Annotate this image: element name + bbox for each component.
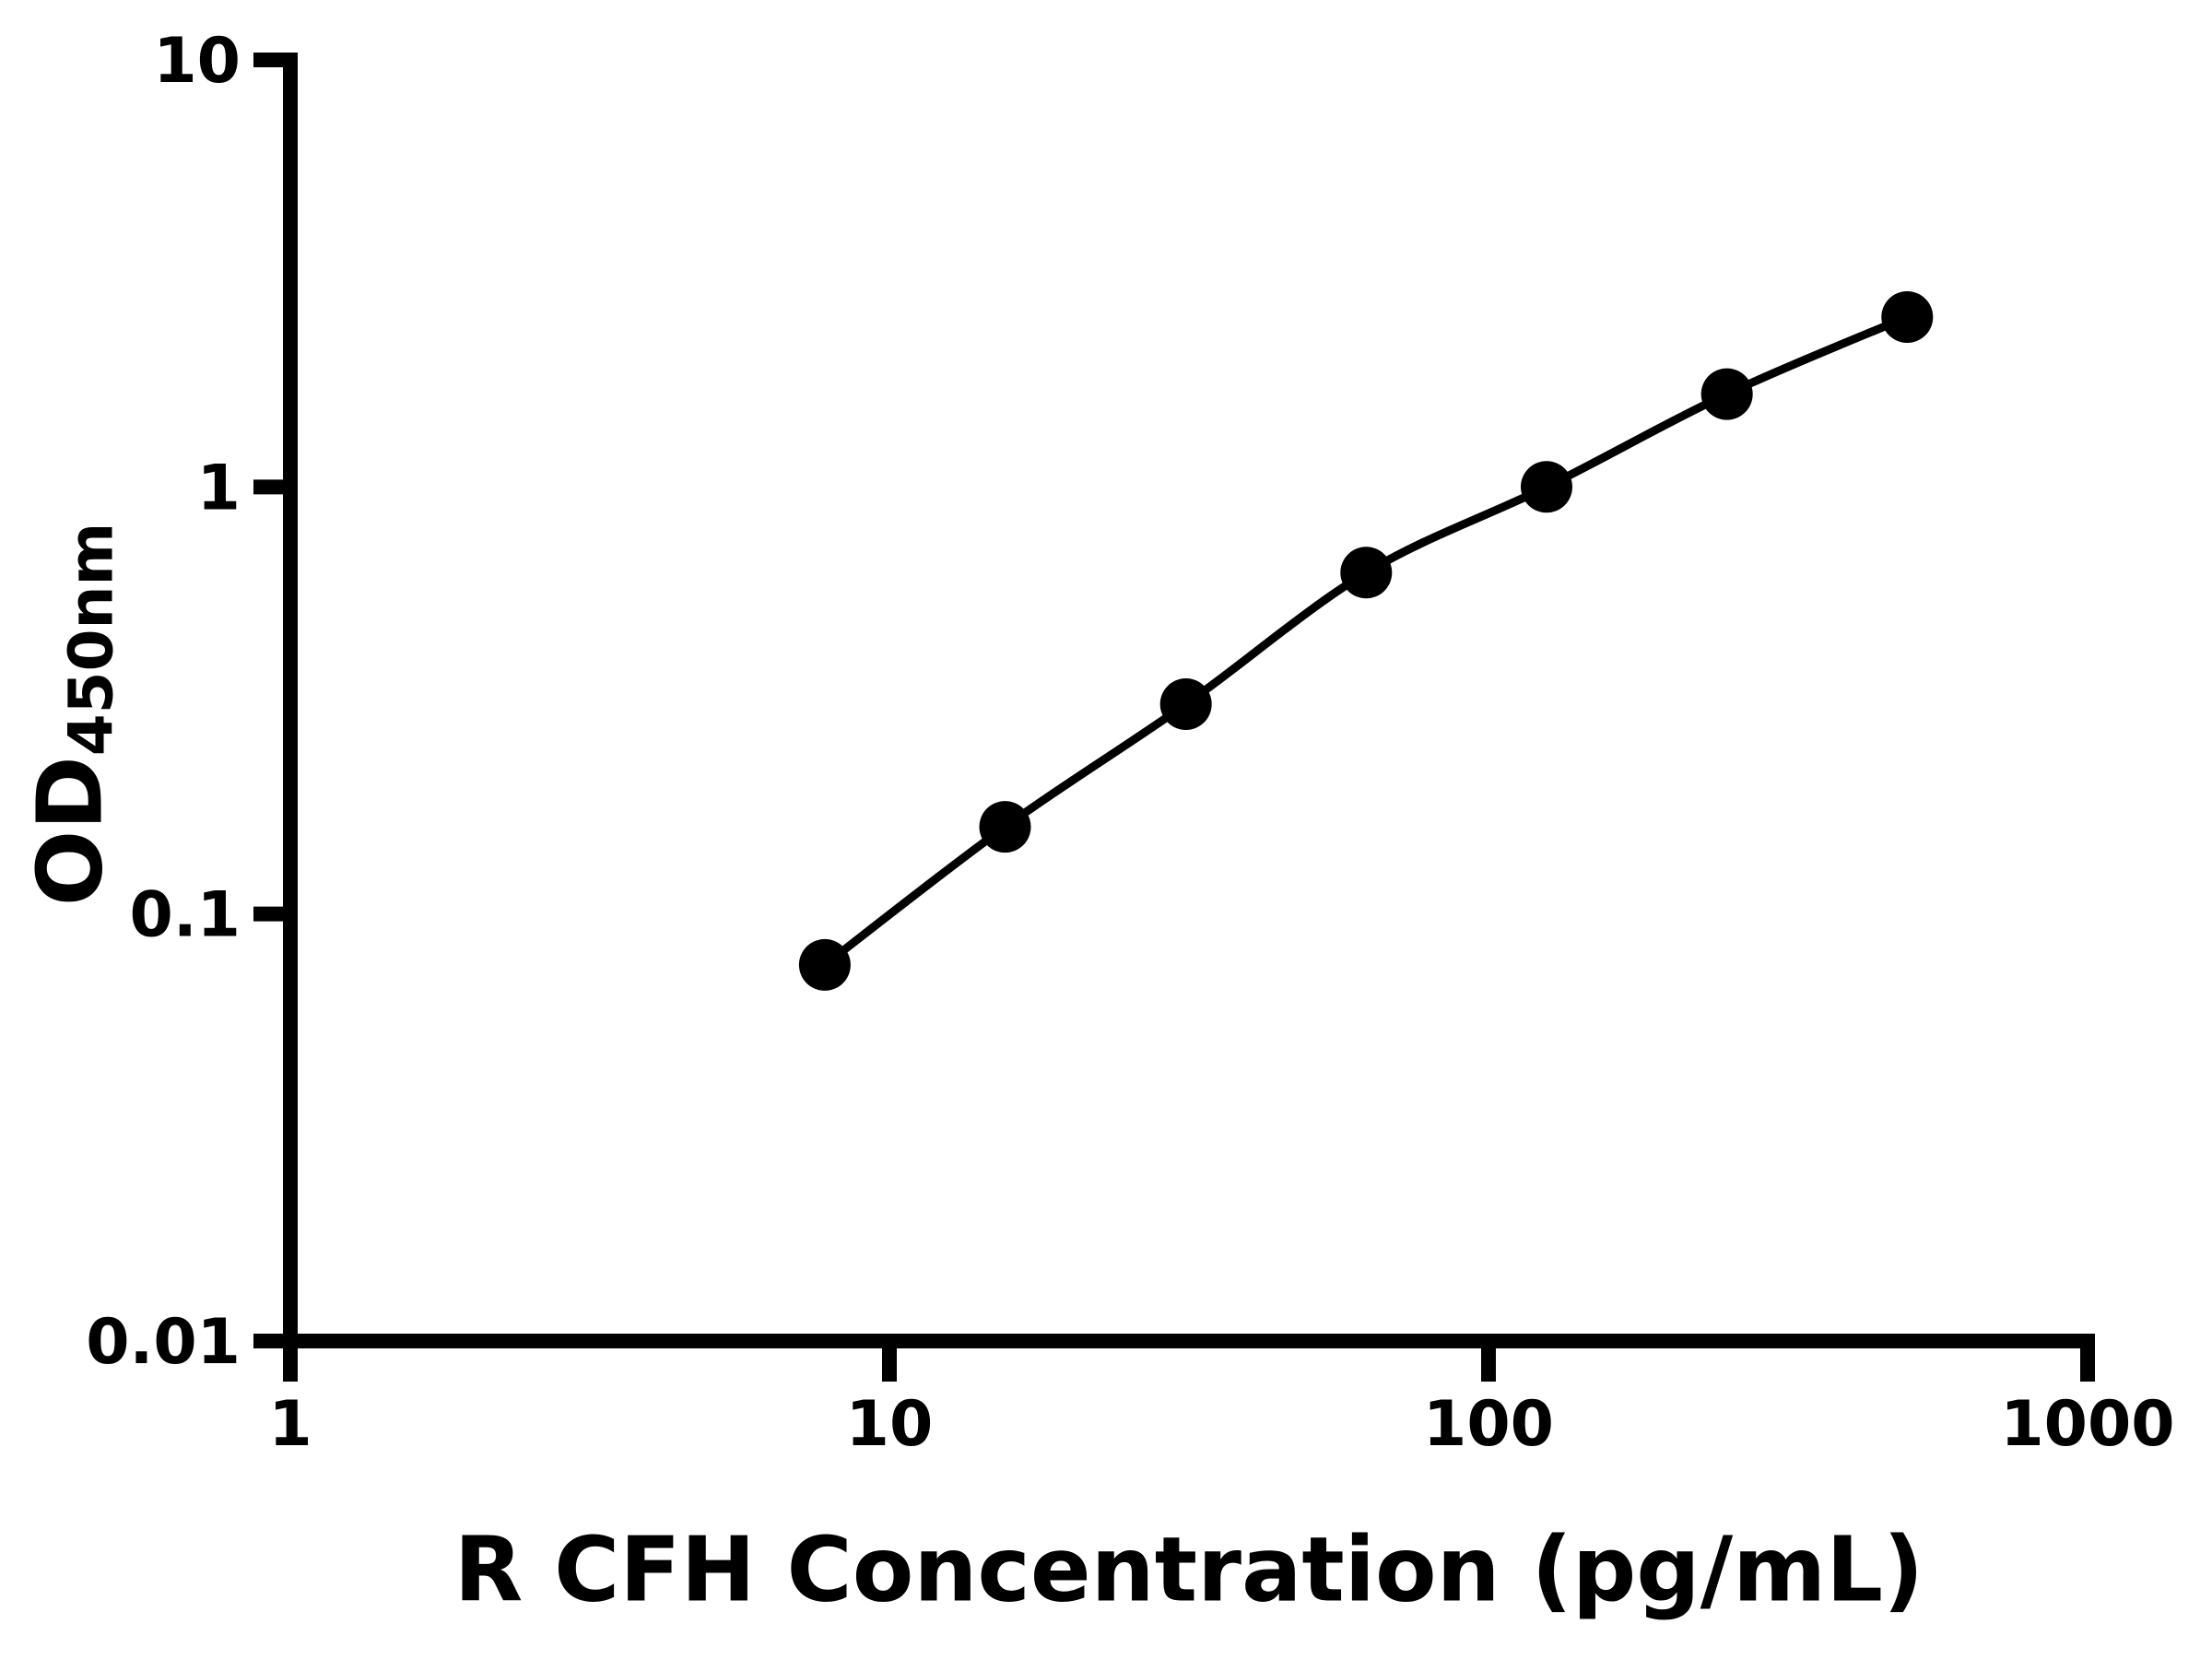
y-tick-label: 10 xyxy=(153,25,241,98)
x-tick-label: 100 xyxy=(1423,1388,1554,1461)
data-point xyxy=(1881,291,1934,343)
data-point xyxy=(798,938,851,991)
fit-curve-group xyxy=(822,312,1910,969)
y-axis-title: OD450nm xyxy=(18,523,127,907)
y-tick-label: 1 xyxy=(197,452,241,524)
y-axis-title-sub: 450nm xyxy=(55,522,127,757)
data-point xyxy=(1340,547,1393,599)
y-axis-title-main: OD xyxy=(18,756,123,907)
x-tick-label: 1000 xyxy=(2000,1388,2174,1461)
x-tick-label: 1 xyxy=(268,1388,312,1461)
data-point xyxy=(1700,368,1753,420)
x-axis-title: R CFH Concentration (pg/mL) xyxy=(454,1525,1924,1615)
data-point xyxy=(1159,678,1212,730)
data-point xyxy=(1521,461,1572,513)
data-point xyxy=(979,801,1031,853)
x-tick-label: 10 xyxy=(846,1388,934,1461)
y-tick-label: 0.01 xyxy=(86,1306,241,1379)
data-points-group xyxy=(798,291,1934,991)
fit-curve xyxy=(822,312,1910,969)
tick-labels: 0.01 0.1 1 10 1 10 100 1000 xyxy=(86,25,2174,1461)
x-axis-title-text: R CFH Concentration (pg/mL) xyxy=(453,1517,1924,1622)
axes xyxy=(253,53,2095,1382)
y-tick-label: 0.1 xyxy=(130,879,241,952)
